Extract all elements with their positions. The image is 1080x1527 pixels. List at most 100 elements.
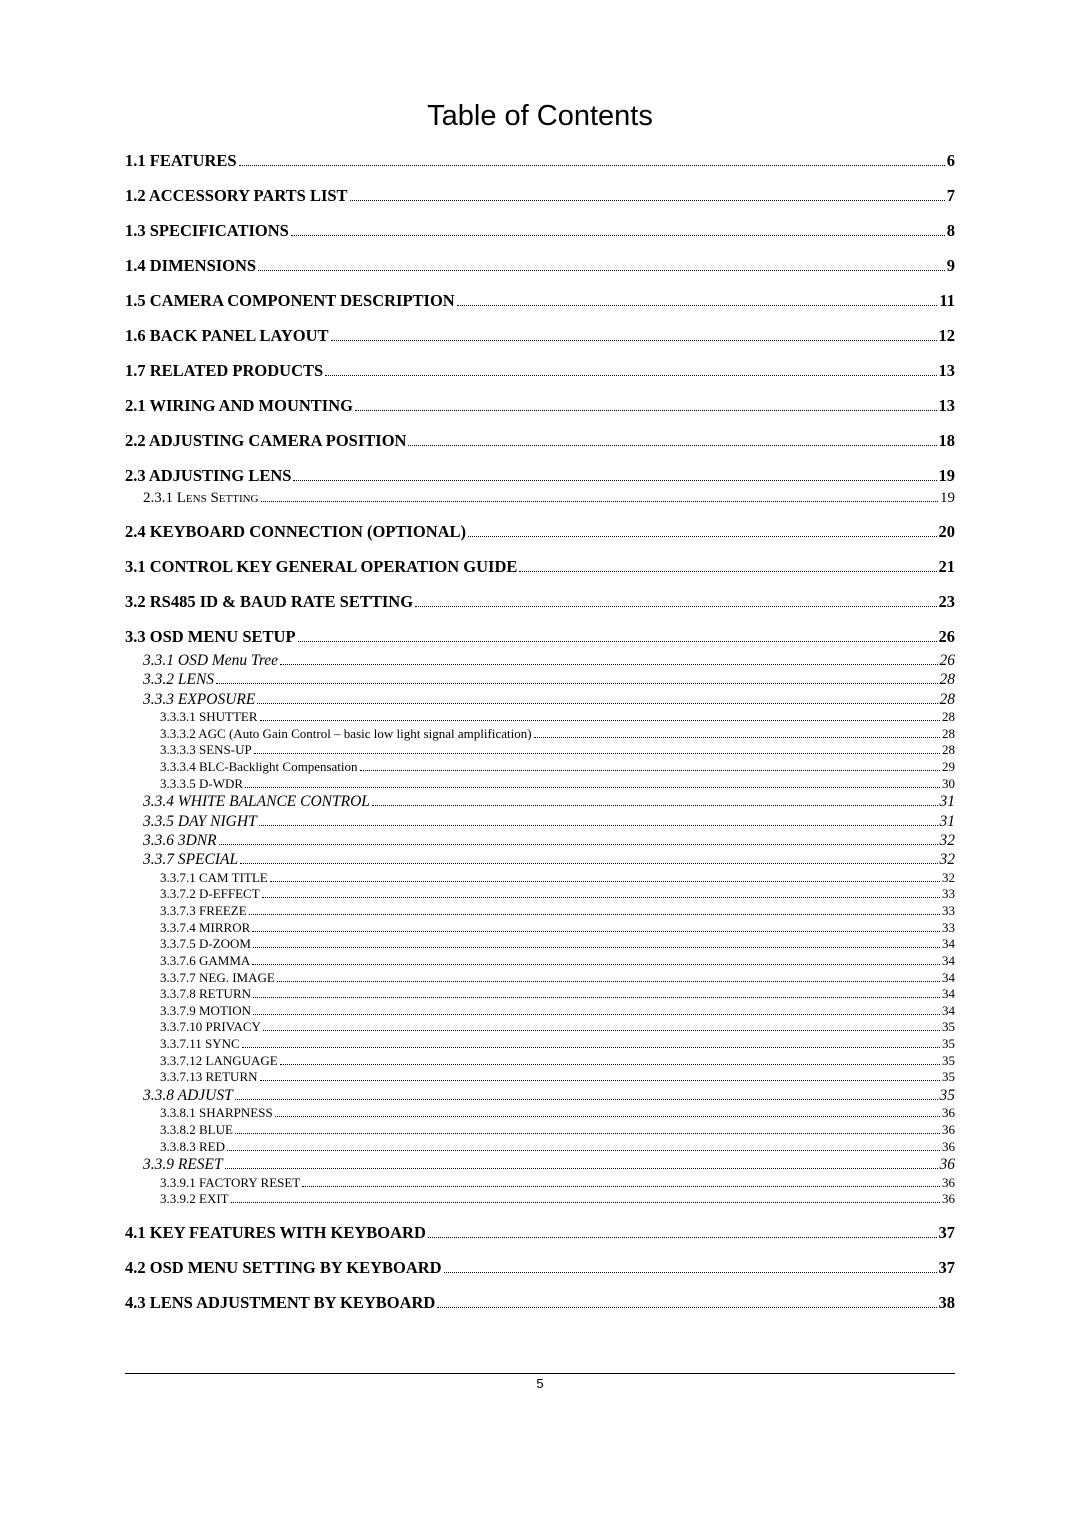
toc-page-number: 29 (942, 759, 955, 776)
toc-entry: 3.3.8 ADJUST35 (143, 1086, 955, 1105)
toc-page-number: 36 (942, 1105, 955, 1122)
document-page: Table of Contents 1.1 FEATURES61.2 ACCES… (0, 0, 1080, 1431)
toc-label: 1.2 ACCESSORY PARTS LIST (125, 186, 348, 206)
toc-label: 2.3.1 Lens Setting (143, 490, 259, 507)
toc-entry: 2.1 WIRING AND MOUNTING13 (125, 396, 955, 416)
toc-leader-dots (249, 914, 940, 915)
toc-label: 3.3.9.2 EXIT (160, 1191, 229, 1208)
toc-label: 3.3.7.3 FREEZE (160, 903, 247, 920)
toc-label: 3.3.3.3 SENS-UP (160, 742, 252, 759)
toc-entry: 3.3.3.4 BLC-Backlight Compensation29 (160, 759, 955, 776)
toc-entry: 3.3.7 SPECIAL32 (143, 850, 955, 869)
toc-label: 1.5 CAMERA COMPONENT DESCRIPTION (125, 291, 455, 311)
toc-page-number: 36 (942, 1139, 955, 1156)
toc-page-number: 37 (939, 1223, 956, 1243)
toc-label: 3.3.8.3 RED (160, 1139, 225, 1156)
toc-entry: 3.3.9.1 FACTORY RESET 36 (160, 1175, 955, 1192)
toc-label: 3.3.6 3DNR (143, 831, 217, 850)
toc-page-number: 36 (940, 1155, 956, 1174)
toc-page-number: 11 (939, 291, 955, 311)
toc-label: 3.1 CONTROL KEY GENERAL OPERATION GUIDE (125, 557, 517, 577)
toc-label: 3.3.8 ADJUST (143, 1086, 233, 1105)
toc-entry: 3.3.7.7 NEG. IMAGE 34 (160, 970, 955, 987)
toc-entry: 3.3.7.1 CAM TITLE 32 (160, 870, 955, 887)
toc-entry: 3.3.7.11 SYNC 35 (160, 1036, 955, 1053)
toc-label: 3.3.7.10 PRIVACY (160, 1019, 261, 1036)
toc-page-number: 8 (947, 221, 955, 241)
toc-page-number: 28 (942, 726, 955, 743)
toc-leader-dots (231, 1202, 940, 1203)
toc-entry: 3.3.9 RESET36 (143, 1155, 955, 1174)
toc-leader-dots (355, 410, 937, 411)
toc-entry: 3.3.7.12 LANGUAGE 35 (160, 1053, 955, 1070)
toc-entry: 3.3.7.4 MIRROR33 (160, 920, 955, 937)
toc-leader-dots (262, 897, 940, 898)
toc-page-number: 28 (940, 670, 956, 689)
toc-entry: 3.3.7.3 FREEZE33 (160, 903, 955, 920)
toc-leader-dots (235, 1099, 938, 1100)
toc-label: 3.3.3.1 SHUTTER (160, 709, 258, 726)
toc-entry: 3.3.3.1 SHUTTER28 (160, 709, 955, 726)
toc-leader-dots (216, 683, 937, 684)
toc-label: 2.2 ADJUSTING CAMERA POSITION (125, 431, 406, 451)
toc-entry: 1.5 CAMERA COMPONENT DESCRIPTION 11 (125, 291, 955, 311)
toc-entry: 3.3.8.1 SHARPNESS36 (160, 1105, 955, 1122)
toc-entry: 1.7 RELATED PRODUCTS13 (125, 361, 955, 381)
toc-page-number: 31 (940, 792, 956, 811)
toc-leader-dots (258, 270, 945, 271)
toc-entry: 3.1 CONTROL KEY GENERAL OPERATION GUIDE 2… (125, 557, 955, 577)
toc-label: 2.3 ADJUSTING LENS (125, 466, 291, 486)
toc-label: 3.3.3.5 D-WDR (160, 776, 243, 793)
toc-leader-dots (325, 375, 936, 376)
toc-label: 1.1 FEATURES (125, 151, 237, 171)
toc-label: 3.3.8.2 BLUE (160, 1122, 233, 1139)
toc-label: 3.3.7.7 NEG. IMAGE (160, 970, 275, 987)
toc-leader-dots (259, 825, 938, 826)
toc-label: 3.3.1 OSD Menu Tree (143, 651, 278, 670)
toc-entry: 1.1 FEATURES6 (125, 151, 955, 171)
toc-page-number: 35 (942, 1019, 955, 1036)
toc-label: 3.3.7.11 SYNC (160, 1036, 240, 1053)
toc-page-number: 21 (939, 557, 956, 577)
toc-page-number: 31 (940, 812, 956, 831)
toc-label: 1.4 DIMENSIONS (125, 256, 256, 276)
toc-entry: 1.2 ACCESSORY PARTS LIST7 (125, 186, 955, 206)
toc-entry: 1.6 BACK PANEL LAYOUT12 (125, 326, 955, 346)
toc-entry: 3.3.7.8 RETURN34 (160, 986, 955, 1003)
toc-page-number: 34 (942, 986, 955, 1003)
toc-leader-dots (408, 445, 936, 446)
toc-page-number: 26 (940, 651, 956, 670)
toc-label: 2.4 KEYBOARD CONNECTION (OPTIONAL) (125, 522, 466, 542)
toc-entry: 3.3.7.9 MOTION34 (160, 1003, 955, 1020)
toc-leader-dots (291, 235, 945, 236)
toc-page-number: 35 (942, 1053, 955, 1070)
toc-label: 3.3.9.1 FACTORY RESET (160, 1175, 300, 1192)
toc-entry: 3.3.2 LENS28 (143, 670, 955, 689)
toc-page-number: 32 (942, 870, 955, 887)
toc-entry: 2.4 KEYBOARD CONNECTION (OPTIONAL) 20 (125, 522, 955, 542)
toc-page-number: 19 (940, 490, 955, 507)
toc-leader-dots (239, 165, 945, 166)
toc-label: 3.3.7.1 CAM TITLE (160, 870, 268, 887)
toc-label: 3.3.4 WHITE BALANCE CONTROL (143, 792, 370, 811)
toc-leader-dots (293, 480, 936, 481)
toc-leader-dots (227, 1150, 940, 1151)
toc-entry: 3.3.3.3 SENS-UP28 (160, 742, 955, 759)
toc-label: 3.3.7.12 LANGUAGE (160, 1053, 278, 1070)
toc-entry: 2.2 ADJUSTING CAMERA POSITION18 (125, 431, 955, 451)
toc-page-number: 38 (939, 1293, 956, 1313)
toc-page-number: 32 (940, 831, 956, 850)
toc-page-number: 36 (942, 1175, 955, 1192)
toc-page-number: 35 (942, 1036, 955, 1053)
toc-entry: 3.3.7.2 D-EFFECT33 (160, 886, 955, 903)
toc-label: 3.3.3 EXPOSURE (143, 690, 255, 709)
toc-label: 3.3.7 SPECIAL (143, 850, 238, 869)
toc-page-number: 34 (942, 970, 955, 987)
toc-page-number: 28 (940, 690, 956, 709)
toc-page-number: 20 (939, 522, 956, 542)
toc-entry: 4.1 KEY FEATURES WITH KEYBOARD 37 (125, 1223, 955, 1243)
toc-leader-dots (298, 641, 937, 642)
toc-label: 4.1 KEY FEATURES WITH KEYBOARD (125, 1223, 426, 1243)
toc-label: 1.7 RELATED PRODUCTS (125, 361, 323, 381)
toc-page-number: 12 (939, 326, 956, 346)
